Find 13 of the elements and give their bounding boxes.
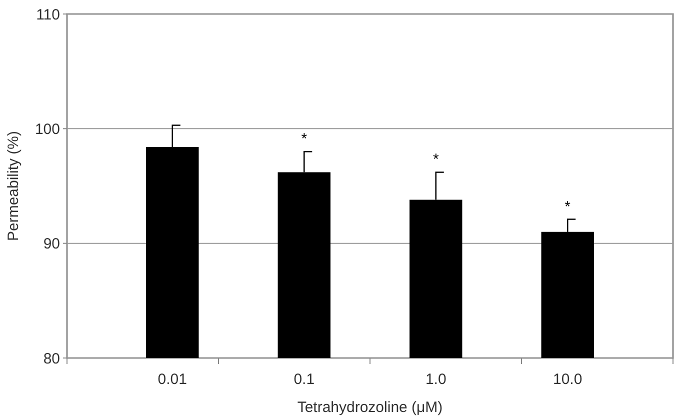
- y-tick-label: 90: [43, 236, 60, 253]
- y-tick-label: 110: [36, 6, 60, 24]
- x-tick-label: 0.01: [158, 371, 187, 388]
- x-tick-label: 10.0: [553, 371, 582, 388]
- y-axis-title: Permeability (%): [5, 130, 22, 242]
- y-tick-label: 80: [43, 350, 60, 368]
- annotation: *: [432, 151, 439, 168]
- annotation: *: [564, 198, 571, 216]
- y-tick-label: 100: [34, 120, 60, 138]
- annotation: *: [301, 130, 308, 148]
- x-tick-label: 1.0: [425, 371, 446, 388]
- x-tick-label: 0.1: [294, 371, 315, 388]
- x-axis-title: Tetrahydrozoline (μM): [297, 399, 443, 416]
